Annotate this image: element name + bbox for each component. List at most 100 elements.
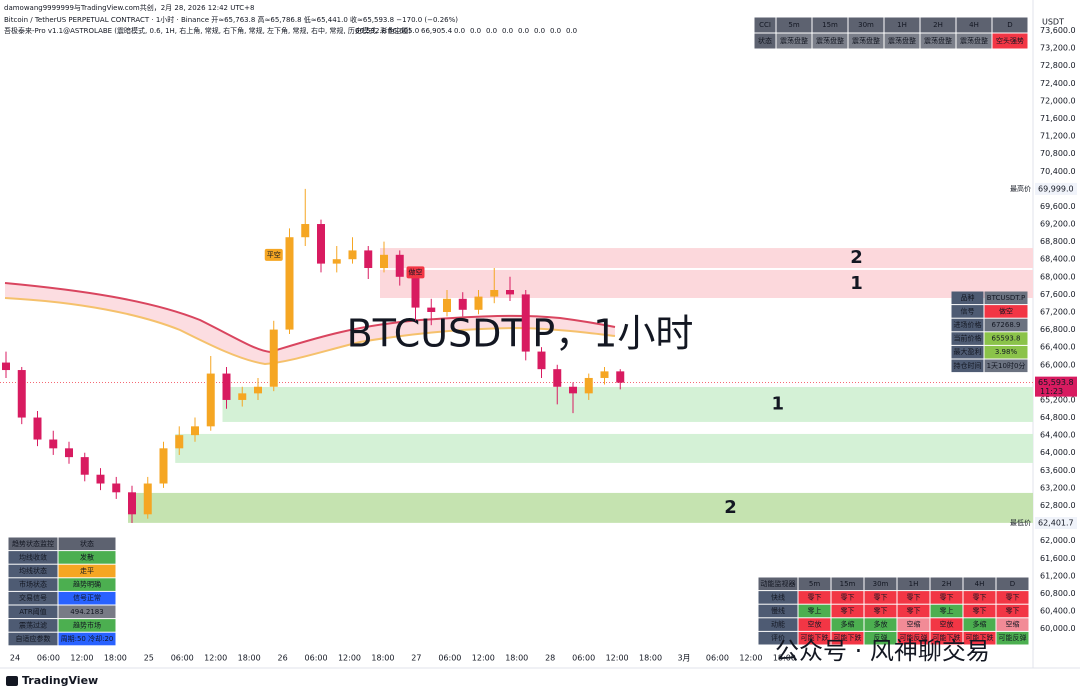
table-text: ATR阈值 (19, 607, 46, 616)
y-tick-label: 70,800.0 (1040, 149, 1076, 158)
zone-label: 2 (724, 497, 737, 518)
signal-label: 平空 (267, 250, 281, 259)
table-text: 快线 (771, 592, 785, 601)
indicator-line: 吾极泰来-Pro v1.1@ASTROLABE (震暗模式, 0.6, 1H, … (4, 26, 411, 35)
attribution: damowang9999999与TradingView.com共创，2月 28,… (4, 3, 254, 12)
table-cell (831, 631, 864, 645)
table-text: 可能反弹 (999, 633, 1027, 642)
x-tick-label: 06:00 (305, 654, 328, 663)
table-text: 67268.9 (992, 321, 1021, 329)
table-text: 1H (897, 21, 907, 29)
table-text: 3.98% (995, 348, 1018, 356)
table-text: 震荡盘整 (852, 36, 880, 45)
table-text: 15m (840, 580, 856, 588)
table-text: 零下 (841, 593, 855, 601)
table-cell (897, 591, 930, 604)
table-text: D (1010, 580, 1015, 588)
table-cell (776, 33, 812, 49)
y-tick-label: 67,600.0 (1040, 290, 1076, 299)
table-cell (984, 318, 1028, 332)
table-cell (951, 359, 984, 373)
candle-body (395, 254, 404, 277)
table-text: 可能下跌 (966, 633, 994, 642)
table-cell (8, 564, 58, 578)
table-text: 发散 (80, 552, 94, 561)
table-text: 信号 (961, 306, 975, 315)
table-text: 震荡盘整 (960, 36, 988, 45)
candle-body (175, 435, 184, 449)
candle-body (301, 224, 310, 238)
table-cell (992, 17, 1028, 33)
table-text: BTCUSDT.P (987, 294, 1025, 302)
table-text: 4H (975, 580, 985, 588)
table-cell (758, 631, 798, 645)
table-text: 零下 (973, 593, 987, 601)
indicator-value: 0.0 (566, 27, 577, 35)
candle-body (553, 369, 562, 387)
zone-label: 2 (850, 247, 863, 268)
y-tick-label: 60,000.0 (1040, 624, 1076, 633)
table-cell (996, 631, 1029, 645)
price-marker-box (1035, 182, 1077, 195)
indicator-value: 0.0 (534, 27, 545, 35)
table-text: 做空 (999, 306, 1013, 315)
table-cell (864, 631, 897, 645)
table-text: 周期:50 冷却:20 (61, 634, 114, 643)
current-price-label: 65,593.8 (1038, 378, 1074, 387)
candle-body (96, 474, 105, 484)
table-text: 状态 (80, 539, 94, 548)
candle-body (80, 457, 89, 475)
candle-body (65, 448, 73, 458)
table-text: 最大盈利 (954, 347, 982, 356)
table-text: 多放 (874, 620, 888, 629)
logo: TradingView (22, 674, 98, 687)
indicator-value: 0.0 (470, 27, 481, 35)
candle-body (191, 426, 199, 436)
zone (128, 492, 1033, 523)
y-tick-label: 69,600.0 (1040, 202, 1076, 211)
table-cell (831, 591, 864, 604)
table-cell (996, 618, 1029, 631)
table-cell (897, 631, 930, 645)
table-text: 零下 (841, 607, 855, 615)
candle-body (317, 224, 325, 264)
x-tick-label: 18:00 (104, 654, 127, 663)
candle-body (490, 289, 499, 297)
table-text: 零下 (1006, 593, 1020, 601)
y-tick-label: 64,800.0 (1040, 413, 1076, 422)
table-text: 震荡盘整 (888, 36, 916, 45)
zone (222, 386, 1033, 422)
candle-body (128, 492, 136, 515)
y-tick-label: 68,800.0 (1040, 237, 1076, 246)
indicator-value: 0.0 (502, 27, 513, 35)
x-tick-label: 06:00 (706, 654, 729, 663)
y-tick-label: 63,200.0 (1040, 483, 1076, 492)
price-marker-box (1035, 517, 1077, 530)
x-tick-label: 12:00 (606, 654, 629, 663)
axis-unit: USDT (1042, 18, 1064, 27)
table-text: 空头强势 (996, 36, 1024, 45)
price-marker-label: 62,401.7 (1038, 519, 1074, 528)
x-tick-label: 26 (278, 654, 288, 663)
table-cell (984, 359, 1028, 373)
candle-body (33, 417, 42, 440)
table-cell (8, 605, 58, 619)
candle-body (332, 259, 341, 264)
candle-body (238, 393, 247, 400)
table-text: 品种 (961, 293, 975, 302)
table-cell (951, 345, 984, 359)
candle-body (285, 237, 294, 330)
table-text: 震荡盘整 (816, 36, 844, 45)
table-cell (848, 17, 884, 33)
ma-band (5, 283, 615, 364)
table-cell (984, 291, 1028, 305)
table-cell (963, 591, 996, 604)
table-cell (798, 618, 831, 631)
table-cell (758, 591, 798, 604)
table-cell (951, 291, 984, 305)
candle-body (159, 448, 168, 484)
x-tick-label: 18:00 (773, 654, 796, 663)
y-tick-label: 71,600.0 (1040, 114, 1076, 123)
candle-body (616, 371, 625, 383)
symbol-line: Bitcoin / TetherUS PERPETUAL CONTRACT · … (4, 15, 458, 24)
